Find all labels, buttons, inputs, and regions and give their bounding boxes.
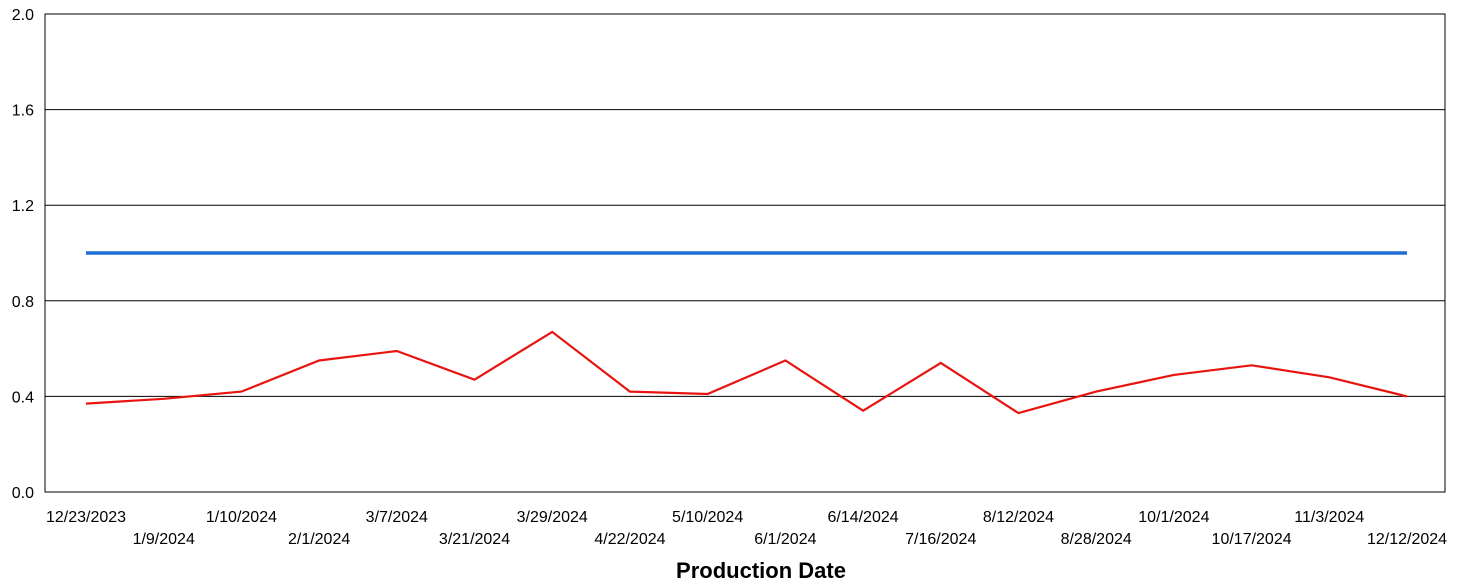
- x-tick-label: 12/12/2024: [1367, 531, 1447, 548]
- x-tick-label: 1/9/2024: [133, 531, 195, 548]
- plot-border: [44, 13, 1446, 493]
- x-tick-label: 1/10/2024: [206, 509, 277, 526]
- x-tick-label: 6/1/2024: [754, 531, 816, 548]
- x-tick-label: 12/23/2023: [46, 509, 126, 526]
- x-tick-label: 3/29/2024: [517, 509, 588, 526]
- x-tick-label: 11/3/2024: [1294, 509, 1364, 526]
- series-lines: [85, 251, 1408, 415]
- y-tick-label: 0.8: [12, 294, 34, 311]
- x-tick-label: 5/10/2024: [672, 509, 743, 526]
- x-tick-label: 2/1/2024: [288, 531, 350, 548]
- x-tick-labels: 12/23/2023 1/9/2024 1/10/2024 2/1/2024 3/7/2…: [46, 509, 1447, 548]
- x-axis-title: Production Date: [676, 558, 846, 583]
- x-tick-label: 10/17/2024: [1212, 531, 1292, 548]
- plot-frame: [44, 13, 1446, 493]
- x-tick-label: 10/1/2024: [1138, 509, 1209, 526]
- x-tick-label: 6/14/2024: [827, 509, 898, 526]
- x-tick-label: 8/28/2024: [1061, 531, 1132, 548]
- y-tick-label: 1.6: [12, 103, 34, 120]
- x-tick-label: 4/22/2024: [594, 531, 665, 548]
- x-tick-label: 8/12/2024: [983, 509, 1054, 526]
- y-tick-label: 1.2: [12, 198, 34, 215]
- x-tick-label: 7/16/2024: [905, 531, 976, 548]
- x-tick-label: 3/21/2024: [439, 531, 510, 548]
- x-tick-label: 3/7/2024: [366, 509, 428, 526]
- series-line-2: [85, 330, 1408, 415]
- y-tick-label: 0.4: [12, 389, 34, 406]
- y-tick-label: 0.0: [12, 485, 34, 502]
- y-tick-labels: 0.0 0.4 0.8 1.2 1.6 2.0: [12, 7, 34, 502]
- y-tick-label: 2.0: [12, 7, 34, 24]
